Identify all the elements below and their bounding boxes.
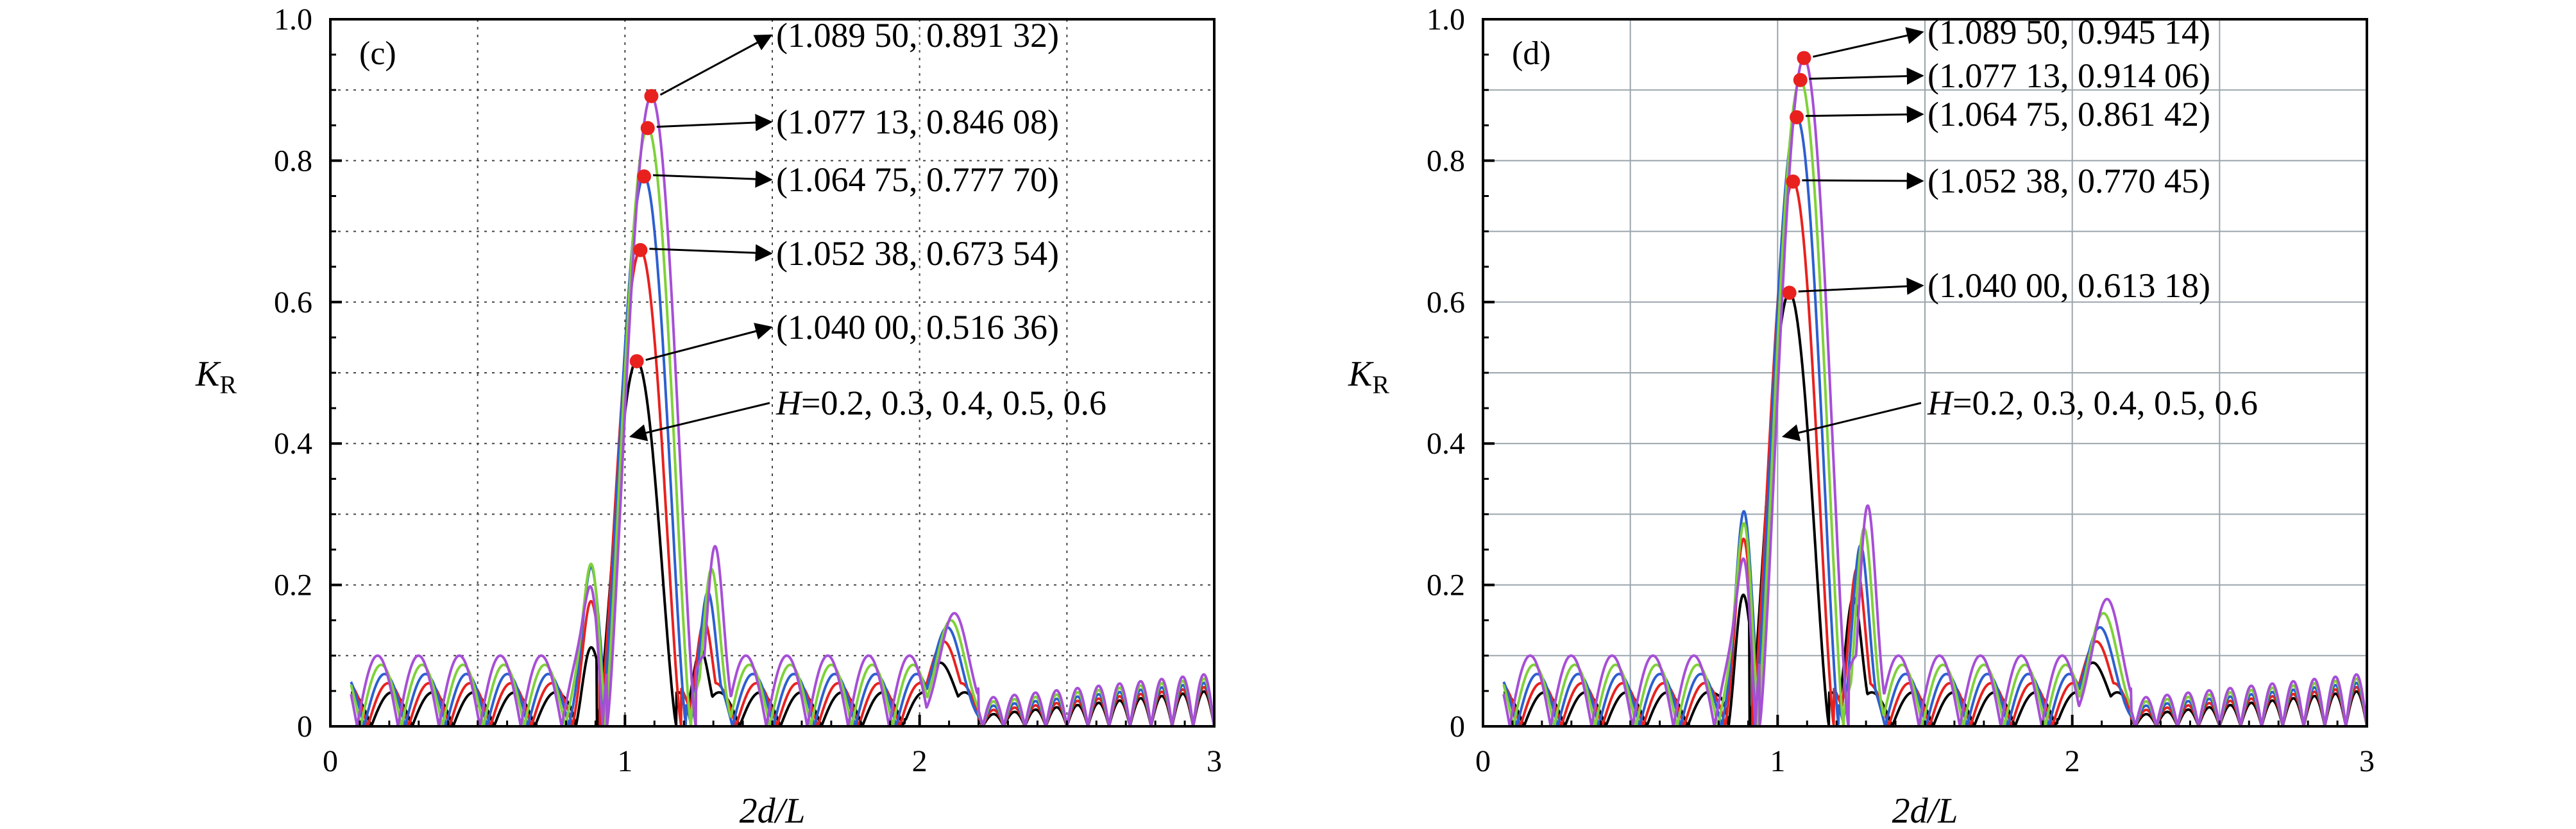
x-tick-label: 3	[2359, 744, 2375, 778]
series-label: H=0.2, 0.3, 0.4, 0.5, 0.6	[1927, 384, 2258, 422]
chart-panel-c: (1.089 50, 0.891 32) (1.077 13, 0.846 08)…	[195, 3, 1222, 829]
y-tick-label: 0.2	[274, 568, 312, 603]
peak-marker	[644, 89, 659, 103]
peak-arrow	[1813, 27, 1924, 58]
peak-label: (1.064 75, 0.777 70)	[776, 160, 1059, 199]
x-axis-label: 2d/L	[1892, 791, 1958, 829]
peak-marker	[1790, 110, 1804, 124]
y-tick-label: 0.8	[274, 144, 312, 178]
peak-arrow	[653, 170, 773, 188]
peak-label: (1.052 38, 0.673 54)	[776, 234, 1059, 273]
peak-label: (1.077 13, 0.846 08)	[776, 103, 1059, 141]
peak-marker	[637, 169, 652, 184]
peak-arrow	[659, 34, 773, 96]
series-label: H=0.2, 0.3, 0.4, 0.5, 0.6	[775, 384, 1106, 422]
series-label-arrow	[629, 402, 770, 441]
x-tick-label: 2	[912, 744, 928, 778]
series-line-H-0.3	[1502, 180, 2367, 726]
peak-arrow	[1806, 105, 1924, 123]
y-tick-label: 0	[297, 710, 312, 744]
chart-panel-d: (1.089 50, 0.945 14)(1.077 13, 0.914 06)…	[1348, 3, 2375, 829]
peak-label: (1.089 50, 0.891 32)	[776, 16, 1059, 55]
grid-lines	[1483, 19, 2367, 726]
series-curves	[1502, 56, 2367, 726]
grid-lines	[330, 19, 1214, 726]
peak-arrow	[1798, 277, 1924, 295]
y-tick-label: 1.0	[1427, 3, 1465, 37]
y-tick-label: 0.4	[1427, 427, 1465, 461]
x-axis-label: 2d/L	[740, 791, 806, 829]
peak-marker	[1793, 73, 1808, 87]
peak-marker	[1782, 286, 1797, 300]
series-label-arrow	[1781, 402, 1922, 441]
peak-label: (1.040 00, 0.516 36)	[776, 308, 1059, 346]
peak-markers	[629, 89, 659, 368]
series-line-H-0.5	[350, 126, 1214, 726]
peak-label: (1.040 00, 0.613 18)	[1928, 266, 2210, 305]
peak-marker	[629, 354, 644, 368]
y-tick-label: 0.6	[1427, 286, 1465, 320]
peak-markers	[1782, 51, 1811, 300]
peak-annotations: (1.089 50, 0.945 14)(1.077 13, 0.914 06)…	[1798, 13, 2210, 305]
x-tick-label: 0	[323, 744, 338, 778]
axis-ticks: 0 1 2 3 0 0.2 0.4 0.6 0.8 1.0	[274, 3, 1222, 778]
peak-marker	[640, 121, 655, 135]
peak-arrow	[645, 323, 773, 361]
panel-label: (c)	[359, 35, 396, 72]
peak-label: (1.064 75, 0.861 42)	[1928, 95, 2210, 133]
x-tick-label: 3	[1207, 744, 1222, 778]
peak-arrow	[1802, 172, 1924, 190]
peak-arrow	[1809, 67, 1924, 85]
y-tick-label: 0	[1450, 710, 1465, 744]
y-tick-label: 0.4	[274, 427, 312, 461]
series-label-group: H=0.2, 0.3, 0.4, 0.5, 0.6	[1781, 384, 2258, 441]
peak-arrow	[649, 244, 773, 262]
panel-label: (d)	[1512, 35, 1551, 72]
y-tick-label: 0.2	[1427, 568, 1465, 603]
peak-label: (1.077 13, 0.914 06)	[1928, 56, 2210, 95]
peak-marker	[1797, 51, 1811, 65]
y-tick-label: 1.0	[274, 3, 312, 37]
series-curves	[350, 94, 1214, 726]
y-axis-label: KR	[1348, 354, 1389, 399]
series-line-H-0.6	[350, 94, 1214, 726]
peak-marker	[633, 243, 648, 257]
x-tick-label: 0	[1475, 744, 1491, 778]
peak-marker	[1786, 174, 1801, 189]
series-line-H-0.6	[1502, 56, 2367, 726]
series-label-group: H=0.2, 0.3, 0.4, 0.5, 0.6	[629, 384, 1106, 441]
peak-label: (1.052 38, 0.770 45)	[1928, 162, 2210, 200]
x-tick-label: 1	[617, 744, 632, 778]
y-tick-label: 0.8	[1427, 144, 1465, 178]
axis-ticks: 0 1 2 3 0 0.2 0.4 0.6 0.8 1.0	[1427, 3, 2375, 778]
x-tick-label: 1	[1770, 744, 1785, 778]
y-axis-label: KR	[195, 354, 237, 399]
peak-arrow	[656, 114, 773, 132]
y-tick-label: 0.6	[274, 286, 312, 320]
peak-annotations: (1.089 50, 0.891 32) (1.077 13, 0.846 08)…	[645, 16, 1059, 361]
x-tick-label: 2	[2065, 744, 2080, 778]
